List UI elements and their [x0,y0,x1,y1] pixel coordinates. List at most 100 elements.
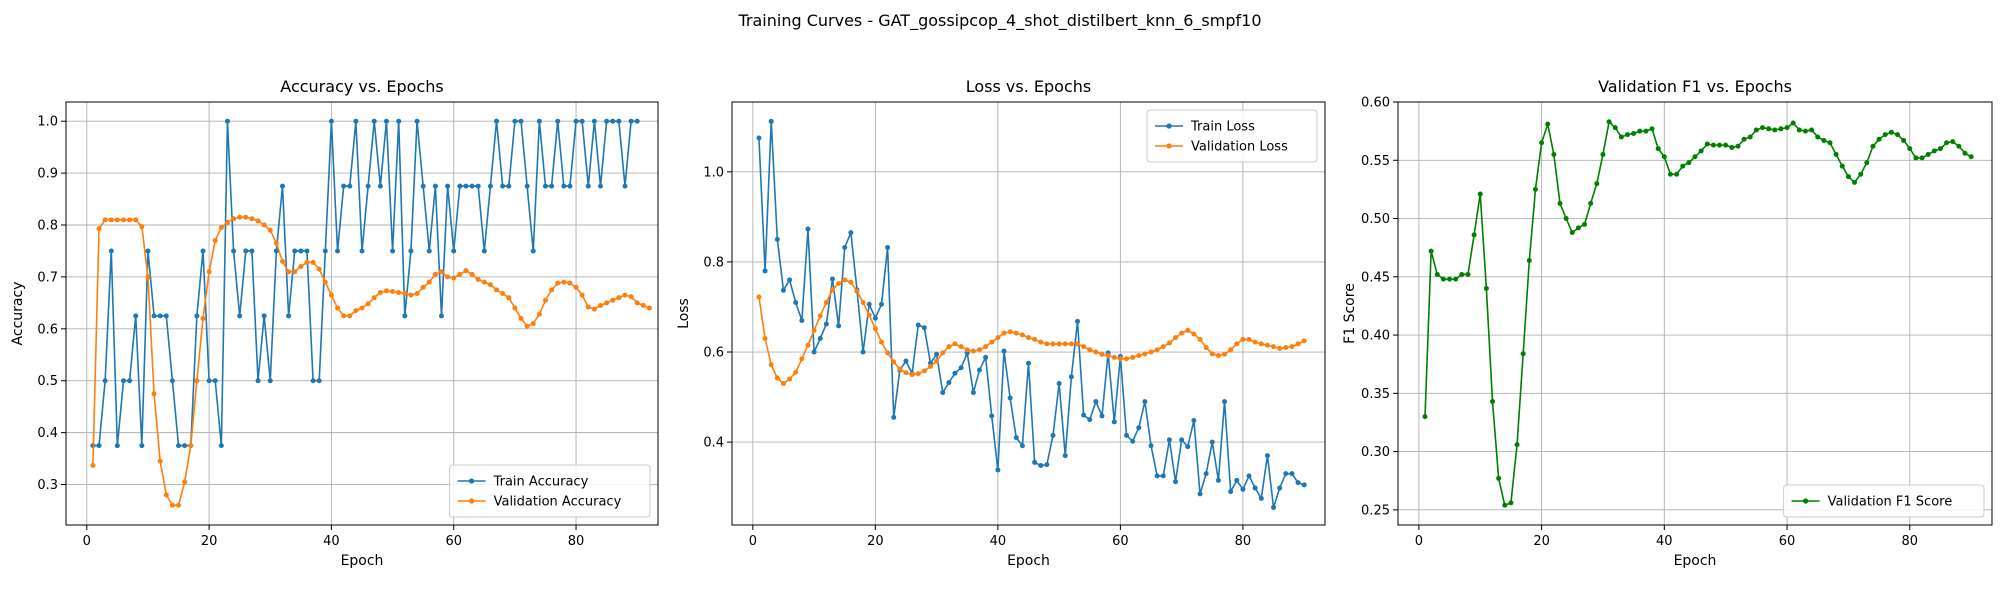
accuracy-series-0-point [506,183,512,189]
loss-series-1-point [768,362,774,368]
f1-y-tick-label: 0.45 [1361,270,1390,285]
loss-series-0-point [1185,444,1191,450]
loss-x-tick-label: 80 [1235,534,1252,549]
loss-series-0-point [768,118,774,124]
accuracy-series-1-point [518,315,524,321]
f1-series-0-point [1490,398,1495,404]
accuracy-series-1-point [237,214,243,220]
accuracy-series-0-point [96,443,102,449]
accuracy-series-1-point [182,479,188,485]
accuracy-series-1-point [322,279,328,285]
loss-series-0-point [787,277,793,283]
f1-x-tick-label: 80 [1901,534,1918,549]
loss-x-tick-label: 20 [867,534,884,549]
loss-series-1-point [989,339,995,345]
accuracy-series-1-point [359,305,365,311]
loss-series-1-point [1062,341,1068,347]
loss-series-1-point [1130,354,1136,360]
accuracy-series-1-point [591,306,597,312]
loss-series-0-point [1228,489,1234,495]
accuracy-series-1-point [224,219,230,225]
accuracy-series-0-point [243,248,249,254]
loss-series-0-point [940,390,946,396]
accuracy-series-1-point [145,274,151,280]
accuracy-y-tick-label: 0.7 [37,270,58,285]
accuracy-series-0-point [383,118,389,124]
f1-legend: Validation F1 Score [1783,484,1985,518]
f1-series-0-point [1557,200,1563,206]
accuracy-series-1-point [549,287,555,293]
accuracy-x-tick-label: 80 [568,534,585,549]
accuracy-series-0-point [273,248,279,254]
loss-series-1-point [903,370,909,376]
accuracy-series-1-point [218,225,224,231]
accuracy-series-0-point [414,118,420,124]
f1-series-0-point [1459,271,1465,277]
loss-series-1-point [1099,351,1105,357]
accuracy-series-1-point [567,280,573,286]
accuracy-series-0-point [432,183,438,189]
accuracy-series-0-point [237,313,243,319]
accuracy-series-0-point [451,248,457,254]
accuracy-series-1-point [200,315,206,321]
f1-x-axis-label: Epoch [1674,553,1717,569]
loss-series-0-point [1068,374,1074,380]
f1-series-0-point [1606,119,1612,125]
f1-series-0-point [1655,146,1661,152]
loss-series-0-point [921,325,927,331]
accuracy-series-0-point [408,248,414,254]
loss-series-1-point [1032,336,1038,342]
accuracy-series-0-point [524,183,530,189]
f1-series-0-point [1526,257,1532,263]
accuracy-series-0-point [347,183,353,189]
accuracy-series-1-point [610,297,616,303]
accuracy-panel: 0 20 40 60 80 0.3 0.4 0.5 0.6 0.7 0.8 0.9 1.0 Accurac… [10,77,659,569]
accuracy-series-0-point [255,378,261,384]
accuracy-series-1-point [206,269,212,275]
accuracy-series-1-point [316,266,322,272]
f1-x-tick-label: 20 [1533,534,1550,549]
f1-y-axis-label: F1 Score [1342,283,1358,344]
accuracy-series-1-point [439,269,445,275]
accuracy-series-0-point [542,183,548,189]
f1-series-0-point [1594,181,1600,187]
loss-series-0-point [1160,473,1166,479]
loss-series-0-point [1111,419,1117,425]
loss-series-1-point [780,381,786,387]
accuracy-series-1-point [188,443,194,449]
accuracy-series-1-point [500,291,506,297]
accuracy-series-0-point [145,248,151,254]
accuracy-axes-frame [65,101,659,526]
loss-series-1-point [1215,353,1221,359]
accuracy-series-1-point [353,308,359,314]
loss-series-1-point [1001,330,1007,336]
loss-series-1-point [1197,336,1203,342]
f1-series-0-point [1428,248,1434,254]
loss-series-1-point [848,279,854,285]
f1-series-0-point [1937,146,1943,152]
accuracy-series-0-point [610,118,616,124]
f1-series-0-point [1723,142,1729,148]
accuracy-series-1-point [640,302,646,308]
loss-y-tick-label: 0.6 [703,346,724,361]
loss-series-1-point [1050,341,1056,347]
loss-series-0-point [1240,486,1246,492]
accuracy-series-1-point [292,269,298,275]
loss-series-0-point [1026,360,1031,366]
loss-series-0-point [1148,443,1154,449]
accuracy-series-1-point [371,295,377,301]
loss-series-1-point [1087,347,1093,353]
accuracy-series-0-point [475,183,481,189]
loss-series-1-point [946,344,952,350]
accuracy-series-1-point [328,292,334,298]
loss-series-0-point [756,135,762,141]
f1-series-0-point [1588,200,1594,206]
f1-x-tick-label: 0 [1415,534,1423,549]
loss-series-1-point [1271,344,1277,350]
f1-series-0-point [1802,128,1808,134]
accuracy-series-0-point [573,118,579,124]
loss-panel: 0 20 40 60 80 0.4 0.6 0.8 1.0 Loss vs. Epochs Epoc… [676,77,1326,569]
loss-series-0-point [976,367,982,373]
loss-series-0-point [836,323,842,329]
accuracy-series-0-point [298,248,304,254]
